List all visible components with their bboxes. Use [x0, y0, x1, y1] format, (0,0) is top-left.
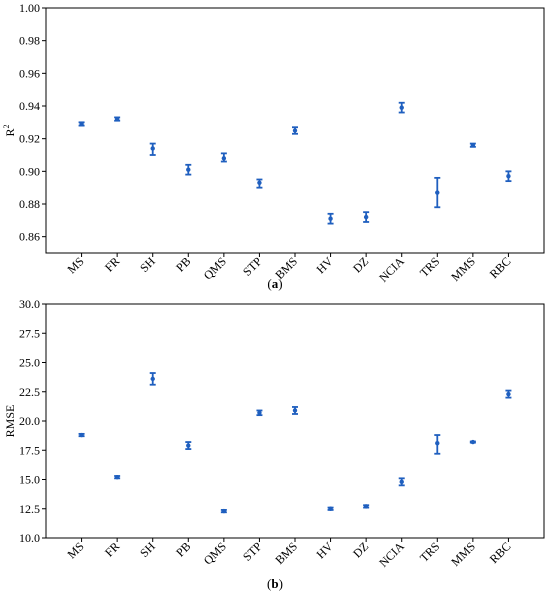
- panel-a-x-tick-label: DZ: [350, 254, 371, 275]
- panel-b-x-tick-label: MMS: [448, 539, 478, 569]
- panel-a-data-point: [470, 143, 476, 148]
- panel-a-y-tick-label: 0.98: [19, 34, 40, 48]
- panel-b-x-tick-label: BMS: [272, 539, 300, 567]
- panel-b-caption: (b): [267, 576, 283, 591]
- panel-a-data-point: [435, 190, 440, 195]
- panel-a-y-axis-title-main: R: [3, 128, 17, 136]
- panel-a-y-tick-label: 0.88: [19, 197, 40, 211]
- panel-b-y-tick-label: 27.5: [19, 326, 40, 340]
- panel-b-data-point: [79, 432, 84, 438]
- panel-b-y-axis-title: RMSE: [3, 405, 17, 438]
- panel-a-x-tick-label: STP: [240, 254, 265, 279]
- panel-b-x-tick-label: QMS: [201, 539, 229, 567]
- panel-b-x-tick-label: TRS: [417, 539, 442, 564]
- panel-b-data-point: [470, 439, 476, 445]
- panel-a-data-point: [363, 214, 369, 220]
- panel-a-x-tick-label: RBC: [487, 254, 514, 281]
- panel-a-caption: (a): [267, 276, 282, 291]
- panel-b-data-point: [328, 506, 333, 511]
- panel-b-data-point: [292, 408, 298, 413]
- panel-b-x-tick-label: MS: [65, 539, 87, 561]
- panel-b-y-tick-label: 30.0: [19, 297, 40, 311]
- panel-a-x-tick-label: MS: [65, 254, 87, 276]
- panel-b-y-tick-label: 17.5: [19, 443, 40, 457]
- panel-a-data-point: [79, 121, 84, 127]
- panel-b-data-point: [221, 508, 227, 514]
- panel-a-data-point: [186, 167, 191, 172]
- panel-a-data-point: [150, 146, 155, 151]
- panel-b-data-point: [186, 443, 191, 448]
- panel-a-data-point: [506, 174, 511, 179]
- panel-a-x-tick-label: TRS: [417, 254, 442, 279]
- panel-b-data-point: [114, 474, 120, 480]
- panel-a-y-tick-label: 0.90: [19, 164, 40, 178]
- panel-a-x-tick-label: QMS: [201, 254, 229, 282]
- panel-a-x-tick-label: PB: [173, 254, 193, 274]
- panel-b-data-point: [257, 410, 262, 416]
- panel-a-y-tick-label: 0.94: [19, 99, 40, 113]
- panel-b-y-tick-label: 15.0: [19, 473, 40, 487]
- panel-b-plot-frame: [45, 303, 545, 539]
- panel-a-data-point: [292, 128, 298, 133]
- panel-a-x-tick-label: HV: [314, 254, 336, 276]
- panel-b-y-tick-label: 25.0: [19, 356, 40, 370]
- panel-a-data-point: [114, 116, 120, 122]
- panel-a-caption-open-paren: (: [267, 276, 271, 291]
- panel-b-data-point: [506, 391, 511, 397]
- panel-b-data-point: [399, 479, 404, 485]
- panel-b-x-tick-label: PB: [173, 539, 193, 559]
- panel-b-x-tick-label: FR: [102, 539, 122, 559]
- panel-b-y-axis-title-main: RMSE: [3, 405, 17, 438]
- panel-a-data-point: [328, 216, 333, 221]
- panel-a-y-axis-title-superscript: 2: [2, 124, 11, 128]
- panel-a-y-tick-label: 0.96: [19, 66, 40, 80]
- panel-b-data-point: [363, 504, 369, 509]
- panel-b-caption-letter: b: [271, 576, 278, 591]
- panel-a-x-tick-label: SH: [137, 254, 158, 275]
- panel-a-y-axis-title: R2: [2, 124, 17, 136]
- panel-b-data-point: [435, 441, 440, 446]
- panel-b-caption-open-paren: (: [267, 576, 271, 591]
- panel-b-y-tick-label: 22.5: [19, 385, 40, 399]
- panel-b-caption-close-paren: ): [279, 576, 283, 591]
- panel-a-x-tick-label: NCIA: [376, 254, 407, 285]
- panel-b-x-tick-label: RBC: [487, 539, 514, 566]
- panel-a-caption-close-paren: ): [278, 276, 282, 291]
- panel-b-x-tick-label: STP: [240, 539, 265, 564]
- panel-a-data-point: [221, 156, 227, 161]
- panel-b-data-point: [150, 376, 155, 382]
- panel-b-x-tick-label: HV: [314, 539, 336, 561]
- panel-b-y-tick-label: 20.0: [19, 414, 40, 428]
- panel-a-y-tick-label: 1.00: [19, 1, 40, 15]
- panel-a-data-point: [399, 105, 404, 110]
- panel-a-y-tick-label: 0.86: [19, 230, 40, 244]
- panel-b-x-tick-label: DZ: [350, 539, 371, 560]
- panel-a-x-tick-label: MMS: [448, 254, 478, 284]
- panel-a-caption-letter: a: [272, 276, 279, 291]
- panel-b-x-tick-label: NCIA: [376, 539, 407, 570]
- panel-a-data-point: [257, 180, 262, 185]
- panel-a-x-tick-label: FR: [102, 254, 122, 274]
- panel-a-y-tick-label: 0.92: [19, 132, 40, 146]
- panel-b-y-tick-label: 10.0: [19, 531, 40, 545]
- panel-b-y-tick-label: 12.5: [19, 502, 40, 516]
- panel-b-x-tick-label: SH: [137, 539, 158, 560]
